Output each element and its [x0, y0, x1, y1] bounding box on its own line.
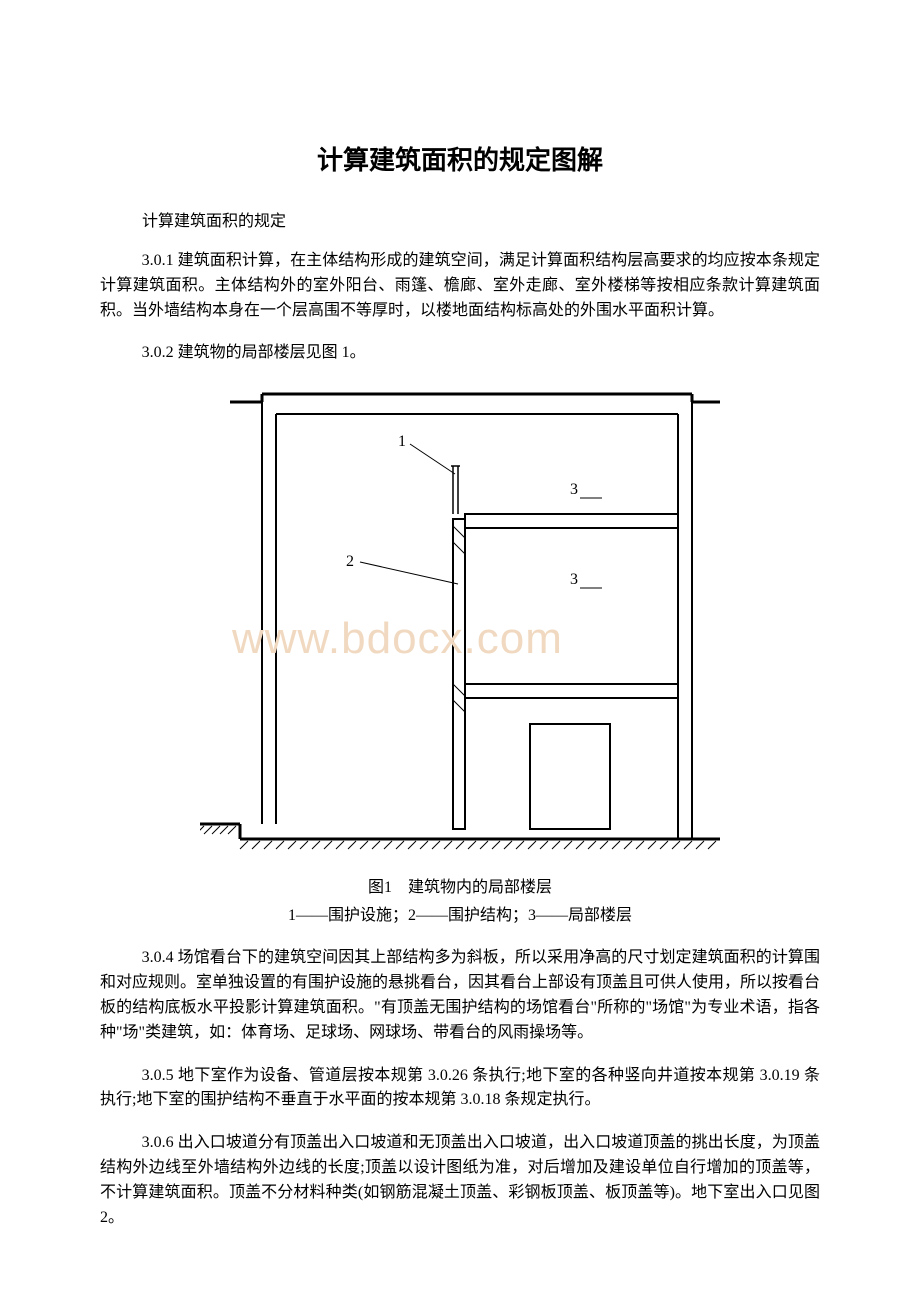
para-306: 3.0.6 出入口坡道分有顶盖出入口坡道和无顶盖出入口坡道，出入口坡道顶盖的挑出…: [100, 1131, 820, 1230]
para-302: 3.0.2 建筑物的局部楼层见图 1。: [100, 341, 820, 366]
figure-1-svg: 1 2 3 3: [200, 384, 720, 864]
figure-label-3b: 3: [570, 571, 578, 588]
para-305-text: 3.0.5 地下室作为设备、管道层按本规第 3.0.26 条执行;地下室的各种竖…: [100, 1067, 820, 1109]
figure-label-3a: 3: [570, 481, 578, 498]
para-301: 3.0.1 建筑面积计算，在主体结构形成的建筑空间，满足计算面积结构层高要求的均…: [100, 249, 820, 323]
para-306-text: 3.0.6 出入口坡道分有顶盖出入口坡道和无顶盖出入口坡道，出入口坡道顶盖的挑出…: [100, 1134, 820, 1225]
figure-label-2: 2: [346, 553, 354, 570]
para-304: 3.0.4 场馆看台下的建筑空间因其上部结构多为斜板，所以采用净高的尺寸划定建筑…: [100, 946, 820, 1045]
page-title: 计算建筑面积的规定图解: [100, 140, 820, 177]
figure-label-1: 1: [398, 433, 406, 450]
para-301-text: 3.0.1 建筑面积计算，在主体结构形成的建筑空间，满足计算面积结构层高要求的均…: [100, 252, 820, 319]
para-305: 3.0.5 地下室作为设备、管道层按本规第 3.0.26 条执行;地下室的各种竖…: [100, 1064, 820, 1114]
figure-caption-title: 图1 建筑物内的局部楼层: [100, 875, 820, 901]
section-subtitle: 计算建筑面积的规定: [142, 207, 820, 231]
figure-1: 1 2 3 3: [200, 384, 720, 869]
figure-caption-legend: 1——围护设施；2——围护结构；3——局部楼层: [100, 903, 820, 929]
para-304-text: 3.0.4 场馆看台下的建筑空间因其上部结构多为斜板，所以采用净高的尺寸划定建筑…: [100, 949, 820, 1040]
